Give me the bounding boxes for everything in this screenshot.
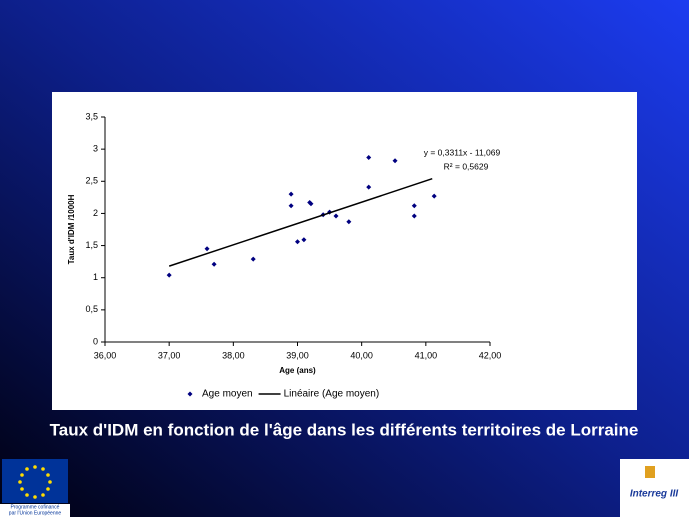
y-tick-label: 1,5 bbox=[85, 240, 98, 250]
x-tick-label: 42,00 bbox=[479, 350, 502, 360]
point bbox=[366, 184, 372, 190]
x-tick-label: 38,00 bbox=[222, 350, 245, 360]
y-tick-label: 3 bbox=[93, 144, 98, 154]
y-tick-label: 0,5 bbox=[85, 304, 98, 314]
y-tick-label: 3,5 bbox=[85, 111, 98, 121]
point bbox=[295, 239, 300, 245]
eu-caption: Programme cofinancé bbox=[11, 504, 60, 510]
x-tick-label: 41,00 bbox=[415, 350, 438, 360]
eu-caption: par l'Union Européenne bbox=[9, 510, 62, 516]
point bbox=[411, 203, 417, 209]
equation: y = 0,3311x - 11,069 bbox=[424, 147, 501, 157]
y-tick-label: 0 bbox=[93, 336, 98, 346]
point bbox=[288, 191, 294, 197]
legend-marker bbox=[187, 391, 193, 397]
eu-caption-box bbox=[0, 504, 70, 517]
r-squared: R² = 0,5629 bbox=[444, 161, 489, 171]
point bbox=[250, 256, 256, 262]
point bbox=[333, 213, 339, 219]
point bbox=[366, 155, 372, 160]
x-tick-label: 40,00 bbox=[350, 350, 373, 360]
y-tick-label: 1 bbox=[93, 272, 98, 282]
chart-panel bbox=[52, 92, 637, 410]
x-tick-label: 39,00 bbox=[286, 350, 309, 360]
interreg-icon bbox=[645, 466, 655, 478]
x-tick-label: 37,00 bbox=[158, 350, 181, 360]
trend-line bbox=[168, 178, 433, 267]
y-tick-label: 2,5 bbox=[85, 176, 98, 186]
point bbox=[431, 193, 437, 199]
point bbox=[288, 203, 294, 209]
legend-label: Age moyen bbox=[202, 389, 253, 400]
point bbox=[204, 246, 210, 252]
chart: 0 0,5 1 1,5 2 2,5 3 3,5 36,00 37,00 38,00 39,00 40,0… bbox=[67, 111, 501, 399]
eu-stars bbox=[18, 465, 52, 499]
point bbox=[346, 219, 352, 225]
point bbox=[211, 261, 217, 267]
x-axis-label: Age (ans) bbox=[279, 366, 316, 375]
point bbox=[411, 213, 417, 219]
legend-label: Linéaire (Age moyen) bbox=[284, 389, 380, 400]
point bbox=[166, 272, 172, 278]
point bbox=[301, 237, 307, 243]
interreg-label: Interreg III bbox=[630, 489, 679, 500]
y-axis-label: Taux d'IDM /1000H bbox=[67, 194, 76, 264]
point bbox=[392, 158, 398, 164]
x-tick-label: 36,00 bbox=[94, 350, 117, 360]
slide-title: Taux d'IDM en fonction de l'âge dans les… bbox=[50, 420, 639, 439]
point bbox=[308, 201, 314, 207]
y-tick-label: 2 bbox=[93, 208, 98, 218]
